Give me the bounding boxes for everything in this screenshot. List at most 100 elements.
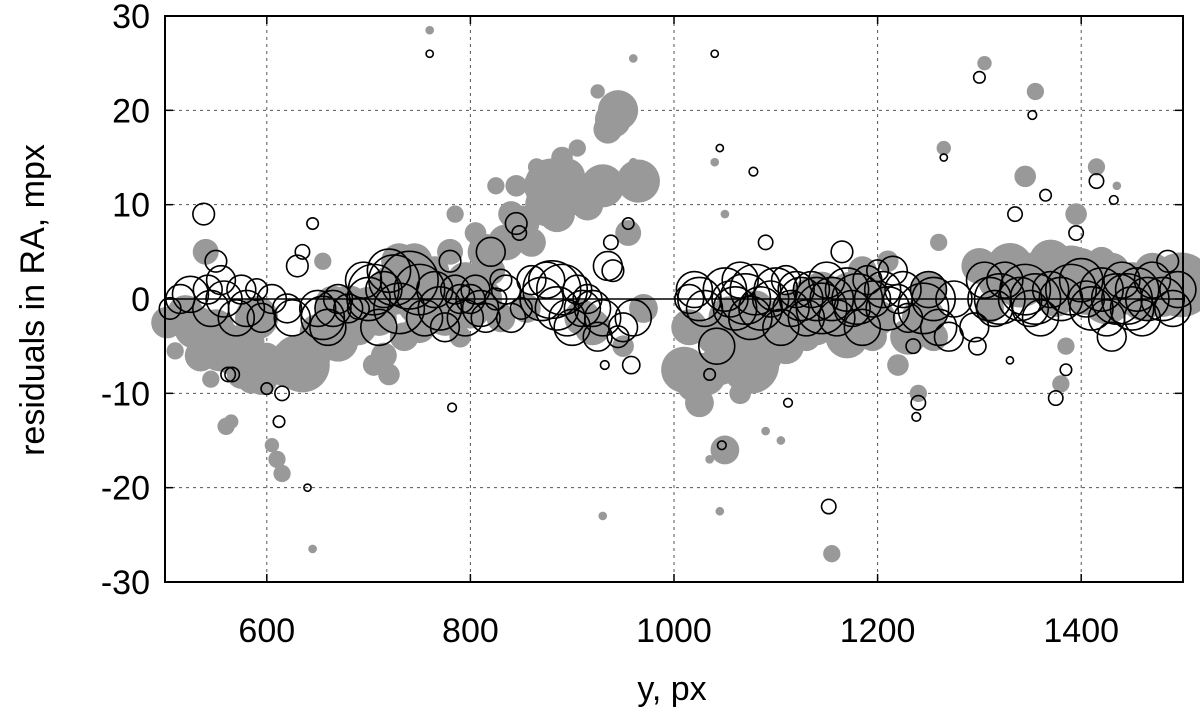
open-data-point (762, 308, 800, 347)
open-data-point (1088, 173, 1105, 190)
open-data-point (344, 261, 383, 299)
y-tick-label: -10 (101, 375, 150, 413)
open-data-point (224, 366, 241, 383)
open-data-point (910, 394, 927, 411)
filled-data-point (1014, 165, 1037, 188)
open-data-point (365, 270, 403, 309)
filled-data-point (919, 322, 948, 352)
open-data-point (583, 299, 622, 337)
open-data-point (260, 382, 274, 396)
y-tick-label: 10 (112, 187, 150, 225)
open-data-point (1039, 188, 1053, 202)
open-data-point (1114, 267, 1160, 312)
open-data-point (563, 289, 602, 328)
y-tick-label: -20 (101, 470, 150, 508)
open-data-point (1027, 109, 1038, 121)
filled-data-point (1052, 375, 1070, 393)
y-tick-label: 30 (112, 0, 150, 36)
open-data-point (359, 308, 398, 347)
open-data-point (504, 211, 528, 236)
filled-data-point (616, 159, 660, 203)
open-data-point (697, 327, 736, 365)
open-data-point (158, 296, 182, 321)
filled-data-point (705, 455, 714, 464)
open-data-point (314, 289, 352, 328)
filled-data-point (192, 238, 219, 265)
open-data-point (770, 264, 802, 296)
open-data-point (972, 70, 986, 84)
open-data-point (1103, 261, 1141, 299)
open-data-point (1159, 270, 1197, 309)
open-data-point (205, 264, 237, 296)
x-tick-label: 1000 (636, 612, 712, 650)
filled-data-point (1112, 181, 1122, 191)
filled-data-point (761, 426, 770, 436)
open-data-point (298, 289, 337, 328)
open-data-point (727, 295, 773, 341)
open-data-point (843, 308, 882, 347)
open-data-point (787, 299, 826, 337)
open-data-point (573, 289, 612, 328)
filled-data-point (720, 209, 730, 219)
filled-data-point (1065, 203, 1087, 225)
x-tick-label: 1200 (840, 612, 916, 650)
open-data-point (511, 224, 528, 241)
open-data-point (1005, 355, 1015, 365)
filled-data-point (1087, 158, 1106, 176)
open-data-point (621, 355, 641, 375)
open-data-point (300, 295, 346, 341)
open-data-point (703, 367, 717, 382)
open-data-point (824, 267, 870, 312)
open-data-point (285, 254, 309, 278)
open-data-point (475, 236, 506, 268)
open-data-point (967, 336, 987, 356)
open-data-point (939, 153, 949, 162)
filled-data-point (977, 55, 992, 71)
open-data-point (272, 415, 286, 429)
filled-data-point (1026, 82, 1045, 101)
open-data-point (429, 312, 461, 343)
open-data-point (1068, 224, 1085, 241)
filled-data-point (776, 436, 786, 445)
filled-data-point (437, 238, 464, 265)
open-data-point (1123, 299, 1162, 337)
y-tick-label: -30 (101, 564, 150, 602)
x-tick-label: 800 (442, 612, 499, 650)
open-data-point (415, 270, 454, 309)
filled-data-point (487, 177, 505, 195)
open-data-point (220, 366, 237, 383)
open-data-point (417, 286, 463, 331)
open-data-point (999, 263, 1052, 316)
open-data-point (405, 299, 444, 337)
open-data-point (522, 259, 582, 320)
filled-data-point (710, 157, 720, 167)
x-tick-label: 600 (238, 612, 295, 650)
open-data-point (192, 202, 216, 226)
open-data-point (373, 282, 426, 335)
open-data-point (1109, 286, 1155, 331)
filled-data-point (574, 309, 611, 346)
open-data-point (675, 270, 714, 309)
open-data-point (959, 312, 990, 343)
filled-data-point (486, 303, 516, 333)
y-tick-label: 0 (131, 281, 150, 319)
open-data-point (729, 263, 782, 316)
filled-data-point (273, 464, 291, 483)
open-data-point (1007, 206, 1024, 223)
open-data-point (830, 240, 854, 264)
open-data-point (274, 385, 291, 402)
open-data-point (820, 498, 837, 515)
filled-data-point (930, 233, 948, 252)
open-data-point (909, 270, 948, 309)
open-data-point (602, 234, 619, 251)
filled-data-point (628, 54, 638, 63)
filled-data-point (1148, 252, 1200, 318)
filled-data-point (517, 228, 546, 257)
open-data-point (905, 338, 922, 355)
open-data-point (217, 299, 256, 337)
filled-data-point (449, 325, 472, 348)
open-data-point (294, 243, 311, 260)
filled-data-point (268, 450, 286, 469)
open-data-point (446, 402, 458, 413)
